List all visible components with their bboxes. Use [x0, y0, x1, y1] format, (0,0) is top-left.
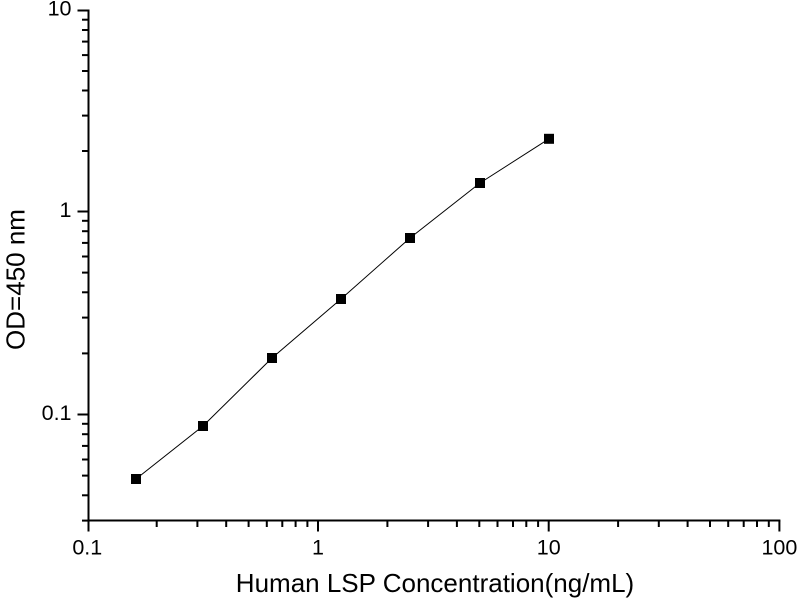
- svg-text:0.1: 0.1: [72, 536, 102, 560]
- svg-text:0.1: 0.1: [42, 401, 72, 425]
- svg-text:10: 10: [537, 536, 561, 560]
- svg-text:1: 1: [60, 198, 72, 222]
- svg-text:1: 1: [312, 536, 324, 560]
- svg-text:100: 100: [761, 536, 797, 560]
- svg-text:10: 10: [48, 0, 72, 20]
- svg-text:OD=450 nm: OD=450 nm: [1, 209, 31, 350]
- svg-text:Human LSP Concentration(ng/mL): Human LSP Concentration(ng/mL): [236, 568, 634, 598]
